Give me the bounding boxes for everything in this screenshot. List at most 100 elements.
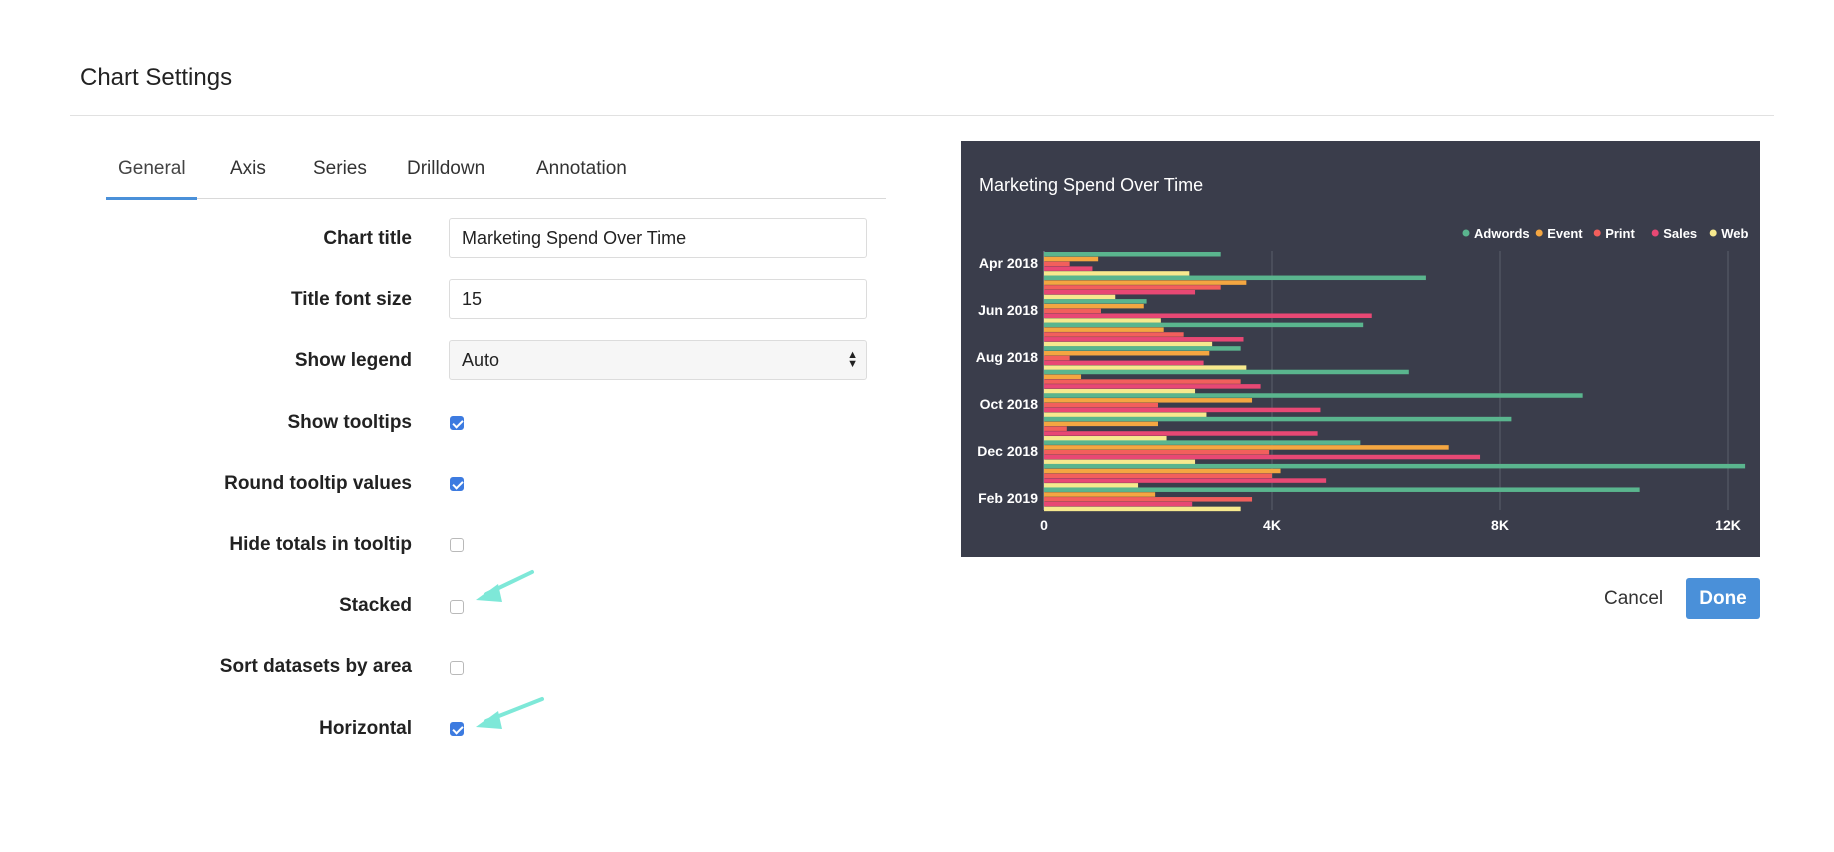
active-tab-indicator <box>106 197 197 200</box>
bar <box>1044 497 1253 502</box>
chart-title-input[interactable]: Marketing Spend Over Time <box>449 218 867 258</box>
bar <box>1044 350 1210 356</box>
bar <box>1044 473 1272 479</box>
title-font-size-label: Title font size <box>290 289 412 310</box>
bar <box>1044 318 1161 323</box>
legend-swatch <box>1593 229 1601 237</box>
legend-label: Event <box>1547 226 1583 241</box>
horizontal-label: Horizontal <box>319 718 412 739</box>
bar <box>1044 341 1213 347</box>
dialog-title: Chart Settings <box>80 64 233 91</box>
chart-preview: Marketing Spend Over Time Apr 2018 Jun 20… <box>961 141 1760 557</box>
bar <box>1044 266 1093 271</box>
horizontal-checkbox[interactable] <box>450 722 464 736</box>
bar <box>1044 369 1409 375</box>
bar <box>1044 289 1196 295</box>
chart-svg: Apr 2018 Jun 2018 Aug 2018 Oct 2018 Dec 2018… <box>976 226 1749 533</box>
bar <box>1044 445 1449 450</box>
y-tick-label: Jun 2018 <box>978 302 1038 318</box>
y-tick-label: Feb 2019 <box>978 490 1038 506</box>
bar <box>1044 313 1372 318</box>
legend-label: Sales <box>1663 226 1697 241</box>
show-tooltips-checkbox[interactable] <box>450 416 464 430</box>
bar <box>1044 322 1364 328</box>
y-tick-label: Apr 2018 <box>979 255 1038 271</box>
show-legend-label: Show legend <box>294 350 412 371</box>
bar <box>1044 303 1144 309</box>
show-legend-value: Auto <box>462 350 500 370</box>
x-tick-label: 8K <box>1491 517 1509 533</box>
bar <box>1044 501 1193 507</box>
chart-title-label: Chart title <box>323 228 412 249</box>
legend-label: Web <box>1721 226 1748 241</box>
sort-datasets-checkbox[interactable] <box>450 661 464 675</box>
title-font-size-input[interactable]: 15 <box>449 279 867 319</box>
bar <box>1044 426 1067 431</box>
tab-drilldown[interactable]: Drilldown <box>407 158 486 179</box>
x-tick-label: 12K <box>1715 517 1741 533</box>
y-tick-label: Oct 2018 <box>980 396 1039 412</box>
bar <box>1044 355 1070 361</box>
bar <box>1044 299 1147 304</box>
bar <box>1044 412 1207 417</box>
bar <box>1044 407 1321 413</box>
chart-preview-title: Marketing Spend Over Time <box>979 175 1204 195</box>
bar <box>1044 454 1481 460</box>
bar <box>1044 478 1327 483</box>
bar <box>1044 402 1158 408</box>
bar <box>1044 285 1221 290</box>
y-tick-label: Dec 2018 <box>977 443 1038 459</box>
bar <box>1044 256 1099 262</box>
bar <box>1044 421 1158 427</box>
tab-axis[interactable]: Axis <box>230 158 266 179</box>
round-tooltip-values-checkbox[interactable] <box>450 477 464 491</box>
tab-annotation[interactable]: Annotation <box>536 158 627 179</box>
bar <box>1044 327 1164 332</box>
sort-datasets-label: Sort datasets by area <box>219 656 412 677</box>
tab-series[interactable]: Series <box>313 158 367 179</box>
bar <box>1044 388 1196 394</box>
legend-swatch <box>1462 229 1470 237</box>
bar <box>1044 384 1261 389</box>
tab-general[interactable]: General <box>118 158 186 179</box>
bar <box>1044 468 1281 474</box>
bar <box>1044 271 1190 276</box>
legend-swatch <box>1651 229 1659 237</box>
bar <box>1044 332 1184 337</box>
bar <box>1044 360 1204 366</box>
header-divider <box>70 115 1774 116</box>
stacked-checkbox[interactable] <box>450 600 464 614</box>
legend-swatch <box>1709 229 1717 237</box>
x-tick-label: 4K <box>1263 517 1281 533</box>
legend-swatch <box>1535 229 1543 237</box>
bar <box>1044 374 1082 380</box>
bar <box>1044 492 1156 497</box>
arrow-icon <box>476 697 544 729</box>
bar <box>1044 459 1196 465</box>
bar <box>1044 346 1241 351</box>
bar <box>1044 308 1101 314</box>
legend-label: Adwords <box>1474 226 1530 241</box>
cancel-button[interactable]: Cancel <box>1604 588 1664 609</box>
bar <box>1044 365 1247 370</box>
bar <box>1044 261 1070 267</box>
bar <box>1044 294 1116 300</box>
show-tooltips-label: Show tooltips <box>287 412 412 433</box>
legend-label: Print <box>1605 226 1635 241</box>
x-tick-label: 0 <box>1040 517 1048 533</box>
bar <box>1044 379 1241 384</box>
y-tick-label: Aug 2018 <box>976 349 1038 365</box>
round-tooltip-values-label: Round tooltip values <box>224 473 412 494</box>
bar <box>1044 398 1253 403</box>
hide-totals-label: Hide totals in tooltip <box>229 534 412 555</box>
hide-totals-checkbox[interactable] <box>450 538 464 552</box>
bar <box>1044 506 1241 512</box>
bar <box>1044 252 1221 257</box>
bar <box>1044 463 1746 469</box>
done-button[interactable]: Done <box>1686 578 1760 619</box>
arrow-icon <box>476 570 534 602</box>
bar <box>1044 449 1270 455</box>
bar <box>1044 440 1361 445</box>
bar <box>1044 431 1318 436</box>
show-legend-select[interactable]: Auto ▲ ▼ <box>449 340 867 380</box>
